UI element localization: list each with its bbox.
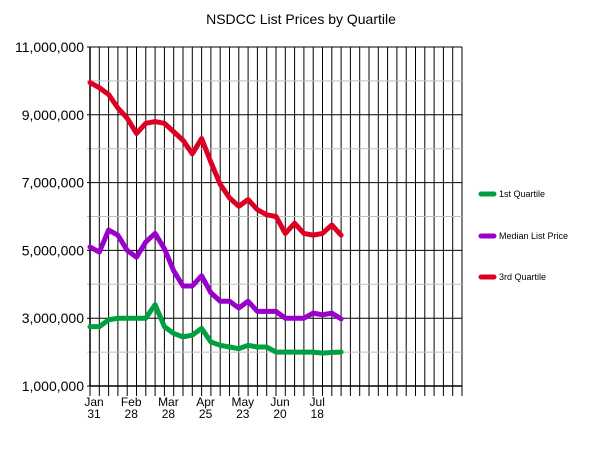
x-tick-label-month: Jun — [270, 395, 289, 409]
x-tick-label-day: 28 — [162, 407, 176, 421]
y-tick-label: 5,000,000 — [22, 242, 84, 258]
y-tick-label: 7,000,000 — [22, 175, 84, 191]
x-tick-label-month: Mar — [158, 395, 179, 409]
x-tick-label-month: May — [231, 395, 254, 409]
y-tick-label: 9,000,000 — [22, 107, 84, 123]
x-tick-label-day: 20 — [273, 407, 287, 421]
x-tick-label-month: Jan — [84, 395, 103, 409]
y-tick-label: 3,000,000 — [22, 310, 84, 326]
series-line-3 — [87, 80, 344, 238]
x-tick-label-day: 18 — [311, 407, 325, 421]
x-tick-label-day: 23 — [236, 407, 250, 421]
series-line-1 — [87, 302, 344, 356]
series-lines — [87, 80, 344, 356]
legend-label: Median List Price — [499, 231, 568, 241]
legend: 1st Quartile Median List Price 3rd Quartil… — [478, 189, 568, 282]
x-tick-label-month: Jul — [310, 395, 325, 409]
x-tick-label-day: 31 — [87, 407, 101, 421]
y-axis-tick-labels: 1,000,000 3,000,000 5,000,000 7,000,000 9,00… — [15, 39, 84, 394]
x-tick-label-day: 25 — [199, 407, 213, 421]
y-tick-label: 1,000,000 — [22, 378, 84, 394]
x-tick-label-month: Feb — [121, 395, 142, 409]
series-line-2 — [87, 227, 344, 322]
y-tick-label: 11,000,000 — [15, 39, 84, 55]
x-tick-label-month: Apr — [196, 395, 215, 409]
legend-label: 1st Quartile — [499, 189, 545, 199]
chart-title: NSDCC List Prices by Quartile — [206, 11, 396, 27]
x-tick-label-day: 28 — [125, 407, 139, 421]
legend-label: 3rd Quartile — [499, 272, 546, 282]
